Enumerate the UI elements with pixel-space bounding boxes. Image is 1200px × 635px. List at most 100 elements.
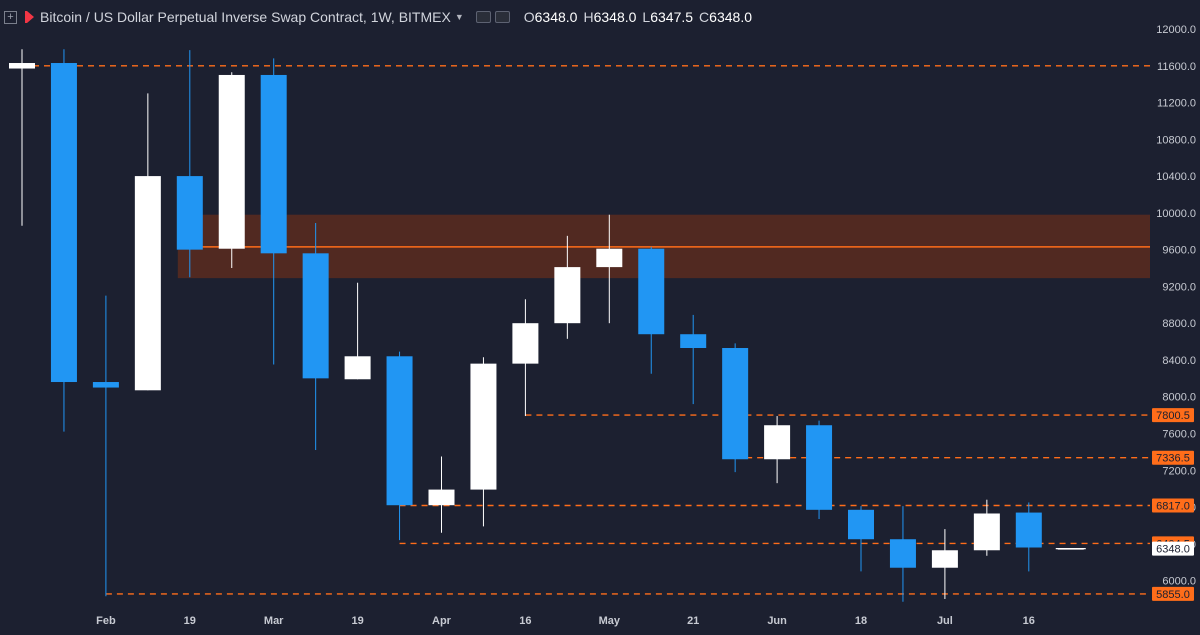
candle-body[interactable]: [889, 539, 916, 568]
y-tick-label: 8400.0: [1162, 355, 1196, 367]
y-tick-label: 10400.0: [1156, 171, 1196, 183]
chevron-down-icon[interactable]: ▼: [454, 12, 464, 22]
level-tag-bg: [1152, 450, 1194, 465]
level-tag-bg: [1152, 408, 1194, 423]
candle[interactable]: [344, 282, 371, 380]
candle[interactable]: [680, 314, 707, 405]
candle[interactable]: [596, 214, 623, 324]
y-tick-label: 10800.0: [1156, 134, 1196, 146]
candle-body[interactable]: [92, 382, 119, 388]
candle[interactable]: [470, 357, 497, 527]
candle-body[interactable]: [848, 509, 874, 540]
candle[interactable]: [1015, 502, 1042, 572]
candle[interactable]: [134, 93, 161, 391]
ohlc-readout: O6348.0 H6348.0 L6347.5 C6348.0: [524, 9, 752, 25]
candle-body[interactable]: [260, 74, 287, 254]
price-axis[interactable]: [1150, 0, 1200, 635]
candle[interactable]: [9, 49, 35, 226]
x-tick-label: Apr: [432, 615, 452, 627]
candle[interactable]: [302, 222, 329, 451]
candle-body[interactable]: [134, 176, 161, 391]
x-tick-label: Feb: [96, 615, 116, 627]
level-price-tag: 7800.5: [1152, 408, 1194, 423]
y-tick-label: 9200.0: [1162, 281, 1196, 293]
candle-body[interactable]: [806, 425, 833, 510]
x-tick-label: 21: [687, 615, 699, 627]
candle-body[interactable]: [764, 425, 791, 460]
candle-body[interactable]: [470, 363, 497, 490]
level-tag-bg: [1152, 498, 1194, 513]
candle-body[interactable]: [428, 489, 455, 506]
candle[interactable]: [512, 299, 539, 417]
settings-icon[interactable]: [494, 11, 510, 23]
x-tick-label: 18: [855, 615, 867, 627]
x-tick-label: Mar: [264, 615, 284, 627]
candle[interactable]: [428, 456, 455, 533]
candle-body[interactable]: [722, 348, 749, 460]
y-tick-label: 11600.0: [1157, 61, 1196, 73]
candle[interactable]: [50, 49, 77, 432]
candle[interactable]: [848, 506, 874, 572]
candle-body[interactable]: [680, 334, 707, 349]
candle[interactable]: [806, 420, 833, 520]
candle-body[interactable]: [344, 356, 371, 380]
candle-body[interactable]: [973, 513, 1000, 551]
candle-body[interactable]: [386, 356, 413, 506]
ohlc-close: C6348.0: [699, 9, 752, 25]
candle[interactable]: [218, 72, 245, 269]
candle-body[interactable]: [596, 248, 623, 268]
candle-body[interactable]: [931, 550, 958, 568]
y-tick-label: 11200.0: [1157, 98, 1196, 110]
visibility-icon[interactable]: [475, 11, 491, 23]
chart-header: + Bitcoin / US Dollar Perpetual Inverse …: [0, 0, 1150, 34]
x-tick-label: 16: [1023, 615, 1035, 627]
candle-body[interactable]: [638, 248, 665, 335]
candle[interactable]: [176, 50, 203, 278]
last-price-tag: 6348.0: [1152, 541, 1194, 556]
x-tick-label: May: [599, 615, 621, 627]
candle[interactable]: [931, 529, 958, 599]
candle[interactable]: [92, 295, 119, 597]
exchange-flag-icon: [25, 11, 34, 23]
candle[interactable]: [973, 499, 1000, 556]
y-tick-label: 12000.0: [1156, 24, 1196, 36]
candle-body[interactable]: [9, 63, 35, 69]
level-tag-label: 5855.0: [1156, 589, 1190, 601]
x-tick-label: 19: [351, 615, 363, 627]
x-tick-label: Jul: [937, 615, 953, 627]
level-price-tag: 6817.0: [1152, 498, 1194, 513]
candle[interactable]: [722, 343, 749, 473]
x-tick-label: 16: [519, 615, 531, 627]
candle-body[interactable]: [50, 63, 77, 383]
y-tick-label: 9600.0: [1162, 245, 1196, 257]
candle-body[interactable]: [176, 176, 203, 250]
y-tick-label: 10000.0: [1156, 208, 1196, 220]
y-tick-label: 7200.0: [1162, 465, 1196, 477]
candle-body[interactable]: [512, 323, 539, 364]
y-tick-label: 8000.0: [1162, 392, 1196, 404]
candle-body[interactable]: [302, 253, 329, 379]
x-tick-label: 19: [184, 615, 196, 627]
x-tick-label: Jun: [767, 615, 787, 627]
candle[interactable]: [260, 58, 287, 365]
candle[interactable]: [554, 235, 581, 339]
level-price-tag: 7336.5: [1152, 450, 1194, 465]
candle-body[interactable]: [1015, 512, 1042, 548]
ohlc-low: L6347.5: [642, 9, 694, 25]
candle-body[interactable]: [554, 267, 581, 324]
candle-body[interactable]: [218, 74, 245, 249]
candle[interactable]: [764, 416, 791, 484]
last-price-tag-bg: [1152, 541, 1194, 556]
ohlc-open: O6348.0: [523, 9, 578, 25]
symbol-title[interactable]: Bitcoin / US Dollar Perpetual Inverse Sw…: [40, 9, 451, 25]
last-price-label: 6348.0: [1156, 544, 1190, 556]
candle[interactable]: [638, 246, 665, 374]
level-tag-label: 7800.5: [1156, 410, 1190, 422]
candle[interactable]: [386, 351, 413, 541]
level-price-tag: 5855.0: [1152, 586, 1194, 601]
y-tick-label: 7600.0: [1162, 429, 1196, 441]
level-tag-label: 6817.0: [1156, 500, 1190, 512]
expand-icon[interactable]: +: [4, 10, 17, 24]
candle[interactable]: [889, 506, 916, 602]
